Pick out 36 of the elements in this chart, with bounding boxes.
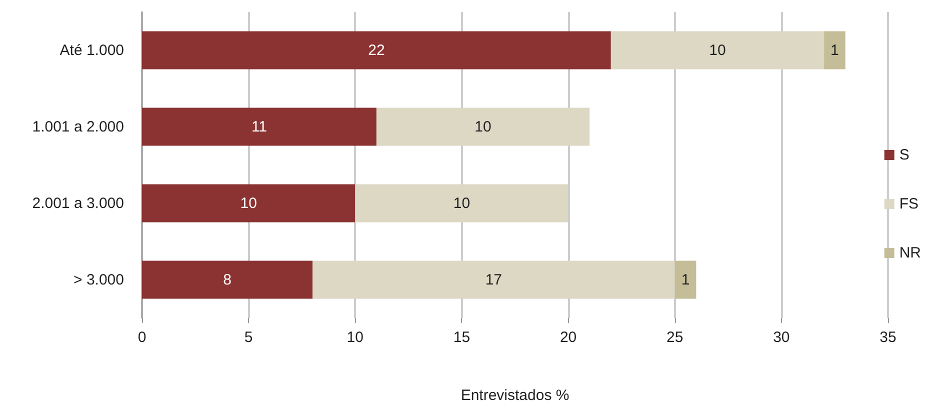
bar (824, 31, 846, 70)
bar (142, 260, 313, 299)
x-tick-label: 15 (453, 329, 470, 346)
x-tick-label: 20 (560, 329, 577, 346)
data-label: 10 (474, 118, 492, 136)
legend-label: S (899, 146, 910, 164)
x-tick-label: 0 (138, 329, 146, 346)
bar (312, 260, 675, 299)
x-tick-label: 25 (666, 329, 684, 346)
data-label: 1 (830, 42, 839, 59)
bar (142, 184, 356, 222)
data-label: 10 (453, 194, 470, 212)
data-label: 10 (709, 42, 726, 59)
y-tick-label: 1.001 a 2.000 (32, 118, 124, 136)
data-label: 1 (681, 271, 690, 288)
x-axis-title: Entrevistados % (460, 387, 570, 404)
y-tick-label: Até 1.000 (60, 42, 124, 59)
x-tick-label: 10 (346, 329, 364, 346)
y-tick-label: 2.001 a 3.000 (32, 194, 124, 212)
bar (674, 260, 696, 299)
data-label: 10 (240, 194, 257, 212)
legend-label: NR (899, 244, 922, 262)
bar (610, 31, 824, 70)
data-label: 22 (368, 42, 385, 59)
data-label: 11 (251, 118, 268, 136)
legend-label: FS (899, 196, 919, 212)
y-tick-label: > 3.000 (74, 271, 124, 288)
x-tick-label: 35 (880, 329, 896, 346)
bar (142, 108, 376, 146)
bar (355, 184, 568, 222)
bar (142, 31, 611, 70)
x-tick-label: 30 (773, 329, 790, 346)
bar (376, 108, 590, 146)
data-label: 17 (485, 271, 502, 288)
x-tick-label: 5 (244, 329, 253, 346)
data-label: 8 (223, 271, 232, 288)
